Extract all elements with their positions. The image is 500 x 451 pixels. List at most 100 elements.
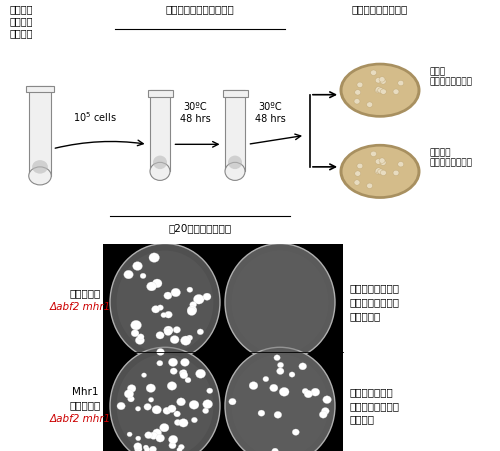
Circle shape <box>274 355 280 360</box>
Circle shape <box>157 305 164 310</box>
Bar <box>29 86 52 176</box>
Ellipse shape <box>225 244 335 361</box>
Circle shape <box>276 368 284 374</box>
Circle shape <box>136 406 140 411</box>
Ellipse shape <box>228 156 242 169</box>
Circle shape <box>292 429 300 435</box>
Circle shape <box>140 273 146 279</box>
Circle shape <box>380 160 386 166</box>
Circle shape <box>180 359 190 366</box>
Circle shape <box>134 443 142 450</box>
Circle shape <box>398 80 404 86</box>
Circle shape <box>146 282 156 291</box>
Bar <box>218 343 342 451</box>
Circle shape <box>375 87 381 93</box>
Circle shape <box>375 169 381 174</box>
Circle shape <box>132 262 142 271</box>
Circle shape <box>190 302 196 308</box>
Circle shape <box>138 334 144 340</box>
Circle shape <box>393 89 399 94</box>
Circle shape <box>146 384 156 392</box>
Text: 二重変異体: 二重変異体 <box>70 288 100 298</box>
Circle shape <box>278 362 283 368</box>
Text: 非発酵性
炭素源の固体培地: 非発酵性 炭素源の固体培地 <box>430 148 473 168</box>
Circle shape <box>142 373 146 377</box>
Circle shape <box>168 435 178 444</box>
Circle shape <box>196 369 205 378</box>
Circle shape <box>160 423 169 432</box>
Circle shape <box>366 183 372 189</box>
Circle shape <box>152 306 160 313</box>
Circle shape <box>203 293 211 300</box>
Circle shape <box>173 327 180 333</box>
Circle shape <box>176 398 186 406</box>
Circle shape <box>144 432 152 438</box>
Ellipse shape <box>153 156 167 169</box>
Text: 形成する: 形成する <box>350 414 375 424</box>
Circle shape <box>180 336 191 345</box>
Ellipse shape <box>342 147 417 196</box>
Circle shape <box>185 377 191 383</box>
Text: 非発酵性
炭素源の
液体培地: 非発酵性 炭素源の 液体培地 <box>10 5 34 38</box>
Bar <box>26 86 54 92</box>
Text: 形成しない: 形成しない <box>350 311 382 321</box>
Circle shape <box>170 368 177 374</box>
Bar <box>218 239 342 365</box>
Circle shape <box>180 372 188 379</box>
Circle shape <box>144 447 150 451</box>
Circle shape <box>376 168 382 173</box>
Ellipse shape <box>340 63 420 118</box>
Circle shape <box>206 388 213 393</box>
Bar <box>148 90 172 97</box>
Circle shape <box>177 447 182 451</box>
Circle shape <box>157 360 163 366</box>
Text: Δabf2 mhr1-1: Δabf2 mhr1-1 <box>49 414 121 423</box>
Text: 約20世代の細胞増殖: 約20世代の細胞増殖 <box>168 223 232 233</box>
Circle shape <box>167 382 176 390</box>
Text: 発酵性炭素源の液体培地: 発酵性炭素源の液体培地 <box>166 5 234 14</box>
Text: 呼吸機能をもつ: 呼吸機能をもつ <box>350 387 394 397</box>
Circle shape <box>152 429 162 437</box>
Circle shape <box>192 417 198 423</box>
Circle shape <box>180 370 186 376</box>
Circle shape <box>289 372 295 377</box>
Circle shape <box>302 388 308 394</box>
Circle shape <box>354 99 360 104</box>
Circle shape <box>299 363 306 370</box>
Circle shape <box>174 411 180 417</box>
Circle shape <box>323 396 332 404</box>
Text: Δabf2 mhr1-1: Δabf2 mhr1-1 <box>49 302 121 312</box>
Circle shape <box>161 313 166 318</box>
Circle shape <box>378 169 384 174</box>
Circle shape <box>274 411 281 418</box>
Circle shape <box>258 410 265 416</box>
Circle shape <box>320 411 327 418</box>
Circle shape <box>370 151 376 156</box>
Circle shape <box>188 308 196 315</box>
Circle shape <box>380 170 386 175</box>
Text: 活性増強の: 活性増強の <box>70 400 100 410</box>
Circle shape <box>168 405 176 413</box>
Circle shape <box>304 390 312 398</box>
Text: 呼吸機能を失った: 呼吸機能を失った <box>350 284 400 294</box>
Circle shape <box>178 444 184 450</box>
Circle shape <box>168 358 177 366</box>
Circle shape <box>186 335 192 341</box>
Ellipse shape <box>150 162 170 180</box>
Circle shape <box>379 77 385 82</box>
Circle shape <box>134 446 142 451</box>
Circle shape <box>378 87 384 93</box>
Text: 発酵性
炭素源の固体培地: 発酵性 炭素源の固体培地 <box>140 246 190 267</box>
Circle shape <box>156 331 164 339</box>
Circle shape <box>180 370 187 375</box>
Text: Mhr1: Mhr1 <box>72 387 98 397</box>
Circle shape <box>144 445 148 450</box>
Circle shape <box>270 384 278 391</box>
Ellipse shape <box>340 144 420 199</box>
Circle shape <box>148 397 154 402</box>
Circle shape <box>280 387 289 396</box>
Circle shape <box>322 408 329 414</box>
Circle shape <box>272 448 278 451</box>
Circle shape <box>203 400 212 409</box>
Circle shape <box>150 432 158 439</box>
